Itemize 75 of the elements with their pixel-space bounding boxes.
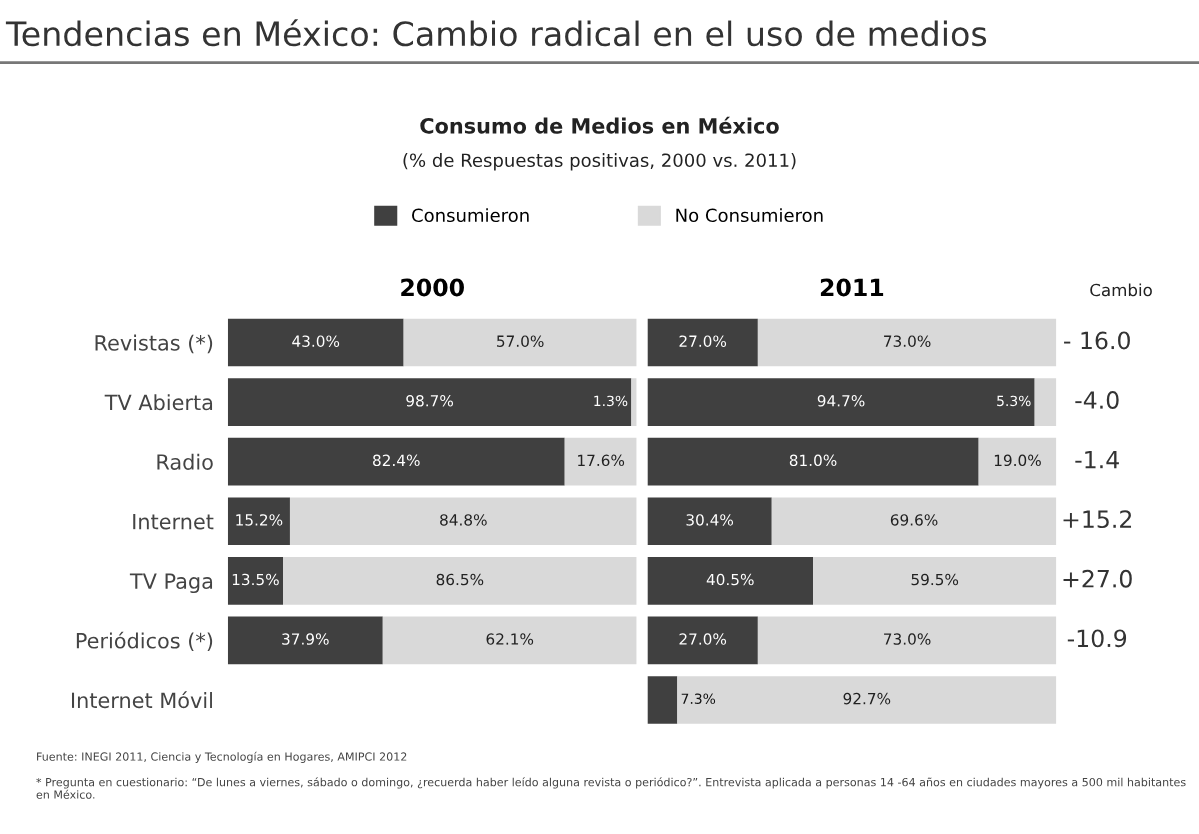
chart-title: 2011 [820,278,884,297]
text: 2000 [401,278,464,297]
data-label: 73.0% [884,633,931,645]
y-tick-label: TV Abierta [104,394,213,411]
data-label: 27.0% [679,633,727,645]
text: Cambio [1090,283,1152,297]
legend-label: Consumieron [412,208,529,223]
data-label: 1.3% [594,395,628,407]
bar [227,318,404,367]
text: Tendencias en México: Cambio radical en el uso de medios [5,19,987,47]
data-label: 19.0% [994,454,1041,467]
bar [227,378,632,426]
bar [677,676,1057,724]
y-tick-label: Periódicos (*) [76,631,213,652]
bar [757,616,1057,665]
chart-subtitle: (% de Respuestas positivas, 2000 vs. 2011) [403,153,796,171]
bar [978,437,1057,486]
y-tick-label: Revistas (*) [95,334,213,354]
text: -4.0 [1075,391,1119,409]
data-label: 43.0% [292,335,340,347]
data-label: 30.4% [686,514,734,526]
data-label: 5.3% [997,395,1031,407]
bar [647,378,1035,426]
text: +27.0 [1063,569,1132,588]
y-tick-label: Internet Móvil [71,691,212,709]
data-label: 62.1% [486,633,534,645]
y-tick-label: Internet [133,513,214,530]
data-label: 15.2% [236,514,283,526]
chart-title: Consumo de Medios en México [420,116,779,134]
bar [564,437,637,486]
data-label: 81.0% [789,454,837,467]
data-label: 69.6% [890,514,938,526]
data-label: 17.6% [578,454,625,467]
y-tick-label: Radio [157,453,213,470]
data-label: 13.5% [232,573,279,586]
text: * Pregunta en cuestionario: “De lunes a viernes, sábado o domingo, ¿recuerda haber leído alguna revista o periódico?”. Entrevista aplicada a personas 14 -64 años en ciudades mayores a 500 mil habitantes en México. [36,777,1186,799]
data-label: 40.5% [706,573,754,586]
bar [289,497,637,546]
data-label: 92.7% [843,692,891,705]
bar [647,437,979,486]
bar [647,318,758,367]
data-label: 57.0% [497,335,544,347]
text: - 16.0 [1064,331,1130,350]
bar [227,437,565,486]
data-label: 73.0% [884,335,931,347]
bar [403,318,637,367]
data-label: 86.5% [436,573,484,586]
bar [757,318,1057,367]
source-note: Fuente: INEGI 2011, Ciencia y Tecnología en Hogares, AMIPCI 2012 [37,751,407,763]
bar [771,497,1057,546]
data-label: 27.0% [679,335,727,347]
bar [382,616,637,665]
bar [283,556,637,605]
y-tick-label: TV Paga [129,573,213,594]
bar [647,676,678,724]
bar [1034,378,1057,426]
bar [647,616,758,665]
bar [813,556,1057,605]
bar [227,556,284,605]
data-label: 59.5% [911,573,959,586]
legend-label: No Consumieron [676,208,823,223]
bar [227,497,290,546]
data-label: 94.7% [817,394,865,407]
bar [647,556,814,605]
text: -1.4 [1075,450,1119,469]
data-label: 84.8% [440,514,487,526]
data-label: 82.4% [373,454,420,467]
data-label: 98.7% [406,394,454,407]
bar [647,497,772,546]
bar [631,378,637,426]
bar [227,616,383,665]
text: -10.9 [1067,629,1127,648]
text: +15.2 [1063,510,1132,529]
data-label: 7.3% [681,693,716,704]
data-label: 37.9% [282,633,329,645]
